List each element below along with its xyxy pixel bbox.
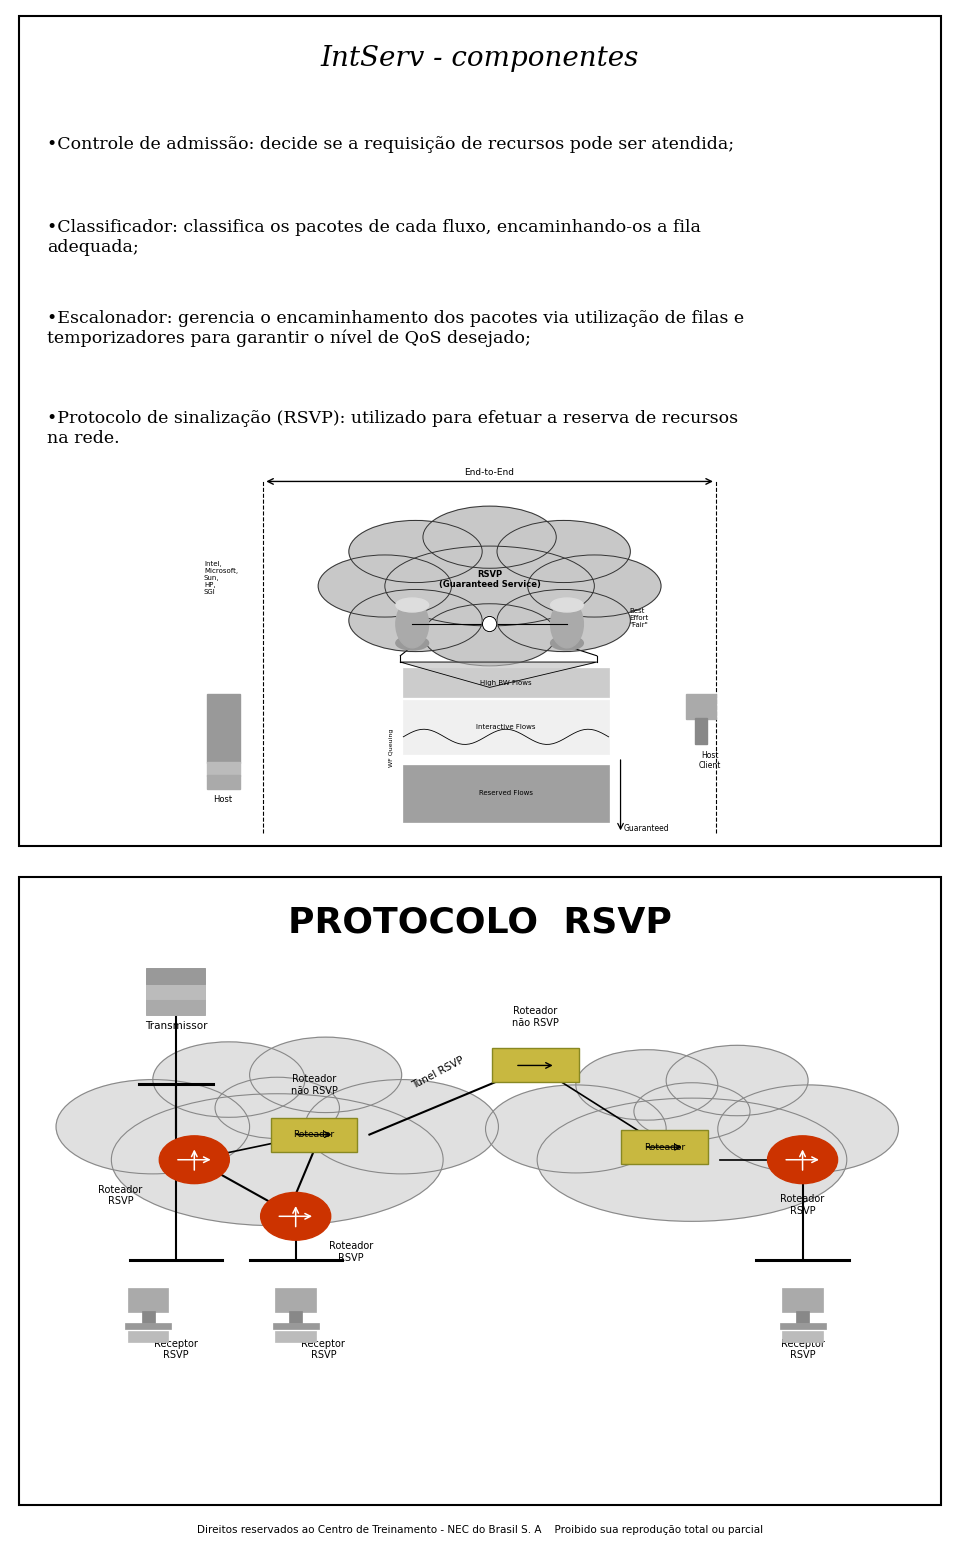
Circle shape [768,1136,837,1184]
Ellipse shape [497,590,631,652]
Text: PROTOCOLO  RSVP: PROTOCOLO RSVP [288,905,672,939]
Text: Guaranteed: Guaranteed [624,824,669,833]
Ellipse shape [551,598,584,611]
Bar [207,774,240,788]
Bar [782,1330,823,1342]
FancyBboxPatch shape [19,16,941,846]
Ellipse shape [318,556,451,618]
Ellipse shape [666,1046,808,1116]
Bar [695,719,707,745]
FancyBboxPatch shape [492,1049,579,1082]
Bar [128,1288,169,1311]
Text: Roteador
RSVP: Roteador RSVP [99,1184,143,1206]
Ellipse shape [215,1077,340,1139]
Polygon shape [400,663,597,688]
Ellipse shape [718,1085,899,1173]
Text: •Controle de admissão: decide se a requisição de recursos pode ser atendida;: •Controle de admissão: decide se a requi… [47,137,734,154]
Text: RSVP
(Guaranteed Service): RSVP (Guaranteed Service) [439,570,540,590]
Bar [125,1322,171,1330]
Text: Best
Effort
"Fair": Best Effort "Fair" [630,608,649,627]
Circle shape [261,1192,330,1240]
Ellipse shape [396,601,428,647]
Bar [403,669,609,697]
Text: Roteador
RSVP: Roteador RSVP [780,1195,825,1215]
Ellipse shape [250,1037,401,1113]
Text: Roteador: Roteador [294,1130,335,1139]
Text: Roteador
não RSVP: Roteador não RSVP [291,1074,338,1096]
Text: •Escalonador: gerencia o encaminhamento dos pacotes via utilização de filas e
te: •Escalonador: gerencia o encaminhamento … [47,310,744,348]
Bar [146,968,205,984]
Ellipse shape [348,520,482,582]
FancyBboxPatch shape [19,877,941,1505]
Text: Host: Host [213,795,232,804]
Ellipse shape [385,546,594,625]
Ellipse shape [111,1094,444,1226]
Text: Intel,
Microsoft,
Sun,
HP,
SGI: Intel, Microsoft, Sun, HP, SGI [204,560,238,594]
Ellipse shape [538,1099,847,1221]
Ellipse shape [423,506,556,568]
Ellipse shape [348,590,482,652]
Ellipse shape [56,1080,250,1173]
Bar [686,694,716,719]
Text: Roteador
não RSVP: Roteador não RSVP [512,1006,559,1027]
Text: IntServ - componentes: IntServ - componentes [321,45,639,71]
Bar [146,981,205,1015]
Text: WF Queuing: WF Queuing [389,728,394,767]
Text: Receptor
RSVP: Receptor RSVP [301,1339,346,1361]
Ellipse shape [528,556,661,618]
Bar [142,1310,155,1324]
Ellipse shape [396,636,428,650]
Ellipse shape [423,604,556,666]
Ellipse shape [486,1085,666,1173]
Bar [780,1322,826,1330]
Text: •Protocolo de sinalização (RSVP): utilizado para efetuar a reserva de recursos
n: •Protocolo de sinalização (RSVP): utiliz… [47,410,738,447]
Ellipse shape [497,520,631,582]
Text: Receptor
RSVP: Receptor RSVP [780,1339,825,1361]
Ellipse shape [576,1049,718,1121]
Bar [403,700,609,754]
Bar [207,762,240,776]
Circle shape [483,616,496,632]
Ellipse shape [153,1041,305,1117]
Text: High BW Flows: High BW Flows [480,680,532,686]
Bar [207,694,240,764]
Bar [146,984,205,999]
Text: Receptor
RSVP: Receptor RSVP [154,1339,198,1361]
FancyBboxPatch shape [271,1117,357,1152]
FancyBboxPatch shape [621,1130,708,1164]
Text: •Classificador: classifica os pacotes de cada fluxo, encaminhando-os a fila
adeq: •Classificador: classifica os pacotes de… [47,219,701,256]
Bar [782,1288,823,1311]
Bar [403,765,609,821]
Text: Reserved Flows: Reserved Flows [479,790,533,796]
Bar [276,1330,316,1342]
Ellipse shape [551,636,584,650]
Bar [382,666,620,827]
Bar [128,1330,169,1342]
Bar [273,1322,319,1330]
Text: Tunel RSVP: Tunel RSVP [411,1055,467,1091]
Ellipse shape [305,1080,498,1173]
Text: Interactive Flows: Interactive Flows [476,725,536,731]
Circle shape [159,1136,229,1184]
Text: Transmissor: Transmissor [145,1021,207,1032]
Ellipse shape [396,598,428,611]
Text: Host
Client: Host Client [699,751,721,770]
Ellipse shape [551,601,584,647]
Bar [276,1288,316,1311]
Ellipse shape [634,1083,750,1139]
Text: Direitos reservados ao Centro de Treinamento - NEC do Brasil S. A    Proibido su: Direitos reservados ao Centro de Treinam… [197,1526,763,1535]
Bar [796,1310,809,1324]
Text: Roteador
RSVP: Roteador RSVP [329,1242,373,1263]
Text: Roteador: Roteador [644,1142,684,1152]
Bar [289,1310,302,1324]
Text: End-to-End: End-to-End [465,469,515,476]
